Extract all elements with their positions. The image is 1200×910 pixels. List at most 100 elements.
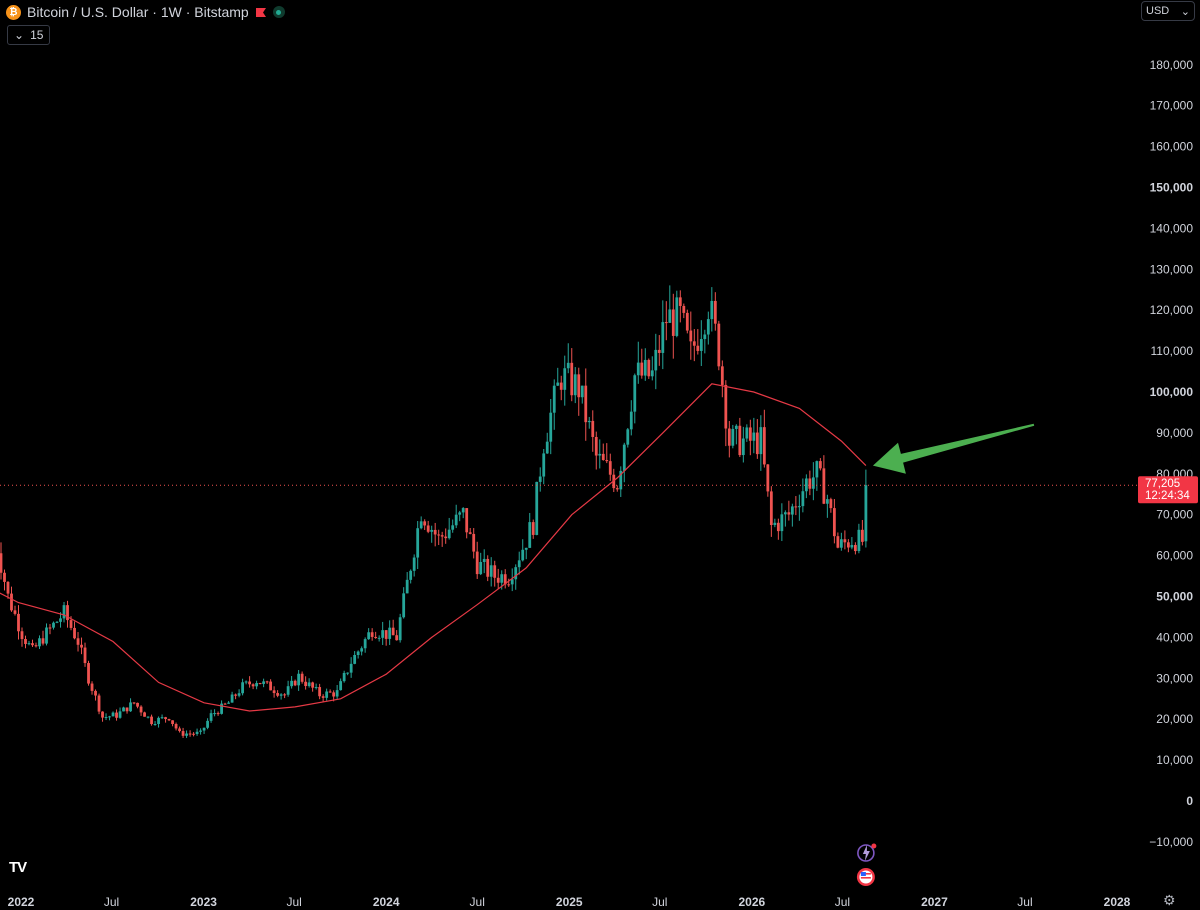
candle: [80, 637, 83, 655]
candle: [794, 496, 798, 516]
candle: [297, 669, 301, 691]
y-tick-label: 50,000: [1156, 590, 1193, 604]
candle: [146, 716, 150, 719]
candle: [290, 675, 294, 689]
candle: [804, 474, 808, 499]
symbol-title[interactable]: Bitcoin / U.S. Dollar · 1W · Bitstamp: [27, 4, 249, 20]
candle: [741, 426, 745, 463]
candle: [654, 333, 658, 390]
candle: [762, 409, 766, 468]
candle: [825, 494, 829, 518]
lightning-event-icon[interactable]: [857, 843, 877, 862]
candle: [55, 621, 59, 624]
candle: [857, 523, 861, 554]
candle: [482, 549, 486, 574]
candle: [731, 424, 735, 449]
red-flag-icon[interactable]: [255, 7, 267, 18]
chevron-down-icon: ⌄: [14, 28, 25, 42]
x-tick-label: Jul: [835, 895, 850, 909]
candle: [104, 713, 108, 721]
candle: [318, 683, 322, 700]
annotation-arrow[interactable]: [872, 423, 1035, 474]
y-tick-label: 140,000: [1150, 221, 1194, 235]
candle: [566, 343, 570, 374]
candle: [647, 358, 651, 379]
x-tick-label: Jul: [470, 895, 485, 909]
candle: [430, 525, 434, 543]
x-tick-label: Jul: [652, 895, 667, 909]
candle: [181, 727, 185, 738]
candle: [720, 360, 724, 398]
candle: [374, 631, 378, 639]
candle: [139, 705, 143, 716]
gear-icon[interactable]: ⚙: [1163, 892, 1176, 908]
candle: [363, 637, 367, 653]
candle: [115, 709, 118, 721]
indicator-collapse-toggle[interactable]: ⌄ 15: [7, 25, 51, 45]
candle: [580, 385, 584, 404]
candle: [458, 510, 462, 522]
candle: [433, 522, 437, 547]
y-tick-label: 170,000: [1150, 99, 1194, 113]
y-tick-label: 180,000: [1150, 58, 1194, 72]
x-tick-label: 2023: [190, 895, 217, 909]
candle: [160, 714, 164, 719]
currency-selector[interactable]: USD ⌄: [1141, 1, 1195, 21]
currency-value: USD: [1146, 5, 1170, 17]
candle: [87, 660, 90, 686]
candle: [738, 417, 742, 458]
candle: [790, 503, 794, 527]
y-tick-label: 60,000: [1156, 549, 1193, 563]
candle: [174, 722, 178, 731]
candle: [213, 709, 216, 717]
candle: [83, 642, 87, 667]
candle: [62, 601, 66, 623]
candle: [549, 398, 553, 455]
candle: [419, 516, 423, 530]
candle: [132, 702, 136, 705]
us-flag-event-icon[interactable]: [856, 868, 875, 886]
candle: [489, 557, 493, 587]
market-status-dot-icon: [272, 6, 285, 18]
candle: [853, 542, 857, 555]
candle: [843, 530, 847, 550]
bitcoin-icon: ₿: [6, 4, 21, 20]
x-tick-label: 2028: [1104, 895, 1131, 909]
candle: [342, 670, 346, 683]
y-tick-label: 10,000: [1156, 753, 1193, 767]
chart-header: ₿ Bitcoin / U.S. Dollar · 1W · Bitstamp: [6, 2, 285, 22]
candle: [307, 678, 311, 688]
candle: [388, 620, 392, 645]
candle: [517, 551, 521, 575]
candle: [510, 568, 514, 592]
candle: [76, 632, 80, 652]
candle: [864, 469, 868, 548]
candle: [521, 539, 525, 562]
candle: [251, 683, 255, 690]
candle: [248, 676, 252, 688]
candle: [276, 690, 280, 698]
candle: [265, 680, 269, 684]
x-tick-label: Jul: [286, 895, 301, 909]
candle: [818, 458, 822, 471]
candle: [122, 706, 125, 712]
candle: [444, 528, 448, 544]
candle: [255, 680, 259, 690]
y-tick-label: 30,000: [1156, 671, 1193, 685]
candle: [787, 500, 791, 521]
candle: [598, 439, 602, 469]
candle: [689, 311, 693, 360]
y-tick-label: 130,000: [1150, 262, 1194, 276]
candle: [461, 507, 465, 519]
candle: [493, 560, 497, 587]
candle: [605, 443, 609, 464]
candle: [0, 542, 3, 580]
candle: [395, 630, 399, 641]
tradingview-logo-icon[interactable]: TV: [9, 859, 27, 876]
candle: [52, 621, 55, 630]
candle: [839, 532, 843, 551]
candle: [136, 702, 139, 709]
candle: [710, 287, 714, 332]
